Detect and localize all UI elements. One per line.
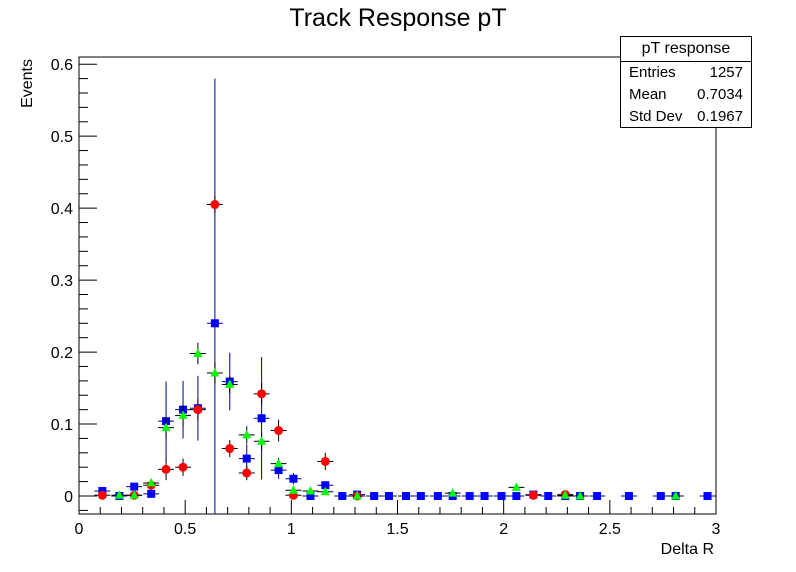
data-point — [146, 478, 156, 487]
data-point — [306, 492, 315, 501]
data-point — [560, 490, 570, 499]
x-tick-label: 1.5 — [386, 521, 408, 538]
data-point — [147, 489, 156, 498]
x-tick-label: 1 — [287, 521, 296, 538]
x-axis-label: Delta R — [661, 541, 714, 558]
stats-value: 0.7034 — [697, 86, 743, 103]
data-point — [210, 367, 220, 377]
y-tick-label: 0.2 — [51, 345, 73, 362]
y-tick-label: 0 — [64, 489, 73, 506]
data-point — [320, 456, 330, 466]
data-point — [242, 468, 252, 478]
x-tick-label: 2 — [499, 521, 508, 538]
data-point — [624, 492, 633, 501]
data-marks — [94, 78, 716, 514]
data-point — [497, 492, 506, 501]
y-tick-label: 0.1 — [51, 417, 73, 434]
data-point — [129, 490, 139, 499]
stats-row-stddev: Std Dev 0.1967 — [621, 106, 751, 128]
y-tick-label: 0.5 — [51, 129, 73, 146]
data-point — [161, 422, 171, 432]
data-point — [193, 405, 203, 415]
x-tick-label: 2.5 — [599, 521, 621, 538]
stats-label: Mean — [629, 86, 667, 103]
data-point — [512, 492, 521, 501]
data-point — [575, 491, 585, 500]
data-point — [370, 492, 379, 501]
stats-row-entries: Entries 1257 — [621, 62, 751, 84]
data-point — [257, 389, 267, 399]
series-triangle — [111, 342, 684, 500]
data-point — [480, 492, 489, 501]
axes: 0 0.5 1 1.5 2 2.5 3 0 0.1 0.2 0.3 0.4 0.5 0.6 — [51, 57, 721, 538]
data-point — [352, 491, 362, 500]
x-tick-label: 0.5 — [174, 521, 196, 538]
data-point — [401, 492, 410, 501]
data-point — [161, 464, 171, 474]
data-point — [178, 462, 188, 472]
data-point — [544, 492, 553, 501]
data-point — [671, 491, 681, 500]
x-tick-label: 3 — [712, 521, 721, 538]
data-point — [274, 426, 284, 436]
data-point — [210, 200, 220, 210]
data-point — [703, 492, 712, 501]
data-point — [274, 458, 284, 468]
data-point — [210, 319, 219, 328]
data-point — [242, 429, 252, 439]
data-point — [274, 466, 283, 475]
data-point — [433, 492, 442, 501]
data-point — [178, 410, 188, 419]
chart-title: Track Response pT — [289, 4, 507, 32]
data-point — [305, 485, 315, 495]
data-point — [416, 492, 425, 501]
stats-value: 0.1967 — [697, 108, 743, 125]
data-point — [338, 492, 347, 501]
y-tick-label: 0.3 — [51, 273, 73, 290]
data-point — [448, 488, 458, 497]
data-point — [193, 348, 203, 358]
data-point — [289, 474, 298, 483]
stats-box-title: pT response — [621, 37, 751, 62]
data-point — [97, 490, 107, 500]
y-axis-label: Events — [19, 59, 36, 108]
data-point — [257, 436, 267, 445]
stats-label: Entries — [629, 64, 676, 81]
data-point — [385, 492, 394, 501]
y-tick-label: 0.6 — [51, 57, 73, 74]
data-point — [242, 454, 251, 463]
y-tick-label: 0.4 — [51, 201, 73, 218]
stats-row-mean: Mean 0.7034 — [621, 84, 751, 106]
data-point — [511, 482, 521, 491]
series-square — [94, 78, 716, 514]
data-point — [288, 485, 298, 494]
data-point — [225, 444, 235, 454]
data-point — [321, 481, 330, 490]
data-point — [656, 492, 665, 501]
data-point — [320, 486, 330, 496]
data-point — [130, 482, 139, 491]
data-point — [593, 492, 602, 501]
data-point — [257, 414, 266, 423]
stats-value: 1257 — [709, 64, 743, 81]
stats-label: Std Dev — [629, 108, 683, 125]
data-point — [225, 379, 235, 388]
stats-box: pT response Entries 1257 Mean 0.7034 Std… — [620, 36, 752, 128]
x-tick-label: 0 — [75, 521, 84, 538]
data-point — [114, 490, 124, 499]
data-point — [528, 490, 538, 500]
data-point — [465, 492, 474, 501]
